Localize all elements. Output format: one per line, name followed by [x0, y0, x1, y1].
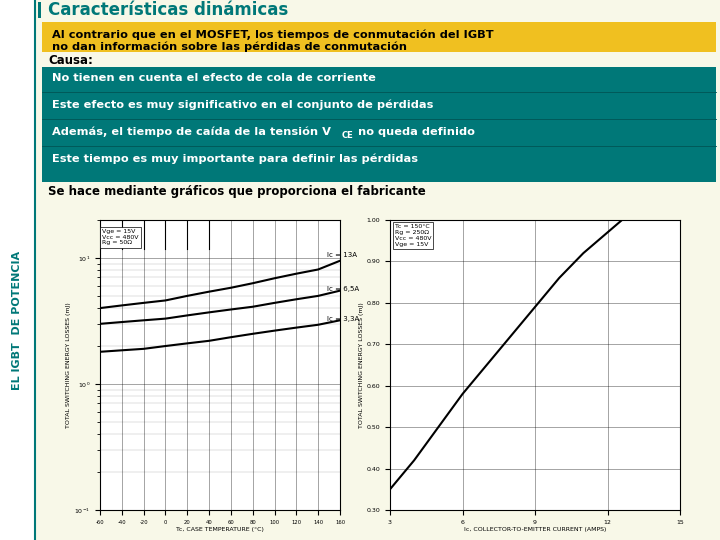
Text: no dan información sobre las pérdidas de conmutación: no dan información sobre las pérdidas de…: [52, 42, 407, 52]
Text: Características dinámicas: Características dinámicas: [48, 1, 288, 19]
Y-axis label: TOTAL SWITCHING ENERGY LOSSES (mJ): TOTAL SWITCHING ENERGY LOSSES (mJ): [66, 302, 71, 428]
Text: Tc = 150°C
Rg = 250Ω
Vcc = 480V
Vge = 15V: Tc = 150°C Rg = 250Ω Vcc = 480V Vge = 15…: [395, 224, 431, 247]
Text: CE: CE: [342, 131, 354, 139]
Text: EL IGBT  DE POTENCIA: EL IGBT DE POTENCIA: [12, 251, 22, 389]
FancyBboxPatch shape: [42, 22, 716, 52]
Text: Este efecto es muy significativo en el conjunto de pérdidas: Este efecto es muy significativo en el c…: [52, 100, 433, 110]
Text: no queda definido: no queda definido: [354, 127, 475, 137]
FancyBboxPatch shape: [0, 0, 35, 540]
FancyBboxPatch shape: [42, 67, 716, 182]
Text: Vge = 15V
Vcc = 480V
Rg = 50Ω: Vge = 15V Vcc = 480V Rg = 50Ω: [102, 229, 139, 246]
Text: Además, el tiempo de caída de la tensión V: Además, el tiempo de caída de la tensión…: [52, 127, 331, 137]
X-axis label: Tc, CASE TEMPERATURE (°C): Tc, CASE TEMPERATURE (°C): [176, 528, 264, 532]
Text: No tienen en cuenta el efecto de cola de corriente: No tienen en cuenta el efecto de cola de…: [52, 73, 376, 83]
Y-axis label: TOTAL SWITCHING ENERGY LOSSES (mJ): TOTAL SWITCHING ENERGY LOSSES (mJ): [359, 302, 364, 428]
Text: Ic = 3,3A: Ic = 3,3A: [327, 315, 359, 322]
X-axis label: Ic, COLLECTOR-TO-EMITTER CURRENT (AMPS): Ic, COLLECTOR-TO-EMITTER CURRENT (AMPS): [464, 528, 606, 532]
Text: Causa:: Causa:: [48, 53, 93, 66]
Text: Este tiempo es muy importante para definir las pérdidas: Este tiempo es muy importante para defin…: [52, 154, 418, 164]
FancyBboxPatch shape: [38, 2, 41, 18]
Text: Ic = 6,5A: Ic = 6,5A: [327, 286, 359, 292]
Text: Se hace mediante gráficos que proporciona el fabricante: Se hace mediante gráficos que proporcion…: [48, 186, 426, 199]
Text: Ic = 13A: Ic = 13A: [327, 252, 357, 258]
Text: Al contrario que en el MOSFET, los tiempos de conmutación del IGBT: Al contrario que en el MOSFET, los tiemp…: [52, 29, 494, 39]
